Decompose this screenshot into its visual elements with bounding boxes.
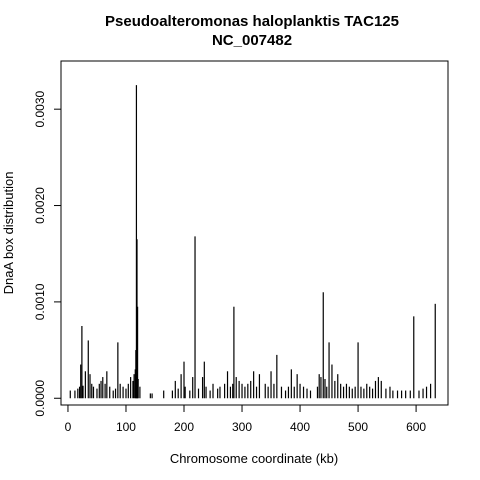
y-axis-label: DnaA box distribution	[1, 172, 16, 295]
y-tick-label: 0.0020	[33, 187, 47, 224]
y-tick-label: 0.0000	[33, 380, 47, 417]
chart-title: Pseudoalteromonas haloplanktis TAC125	[105, 13, 399, 30]
x-tick-label: 100	[116, 420, 136, 434]
x-tick-label: 500	[348, 420, 368, 434]
chart-subtitle: NC_007482	[212, 32, 292, 49]
y-tick-label: 0.0030	[33, 91, 47, 128]
y-axis: 0.0000 0.0010 0.0020 0.0030	[33, 91, 62, 417]
x-tick-label: 200	[174, 420, 194, 434]
y-tick-label: 0.0010	[33, 283, 47, 320]
plot-frame	[60, 60, 449, 406]
bars-group	[69, 85, 436, 399]
x-tick-label: 300	[232, 420, 252, 434]
x-axis-label: Chromosome coordinate (kb)	[170, 451, 338, 466]
x-tick-label: 600	[406, 420, 426, 434]
x-tick-label: 400	[290, 420, 310, 434]
x-axis: 0 100 200 300 400 500 600	[65, 404, 426, 434]
x-tick-label: 0	[65, 420, 72, 434]
